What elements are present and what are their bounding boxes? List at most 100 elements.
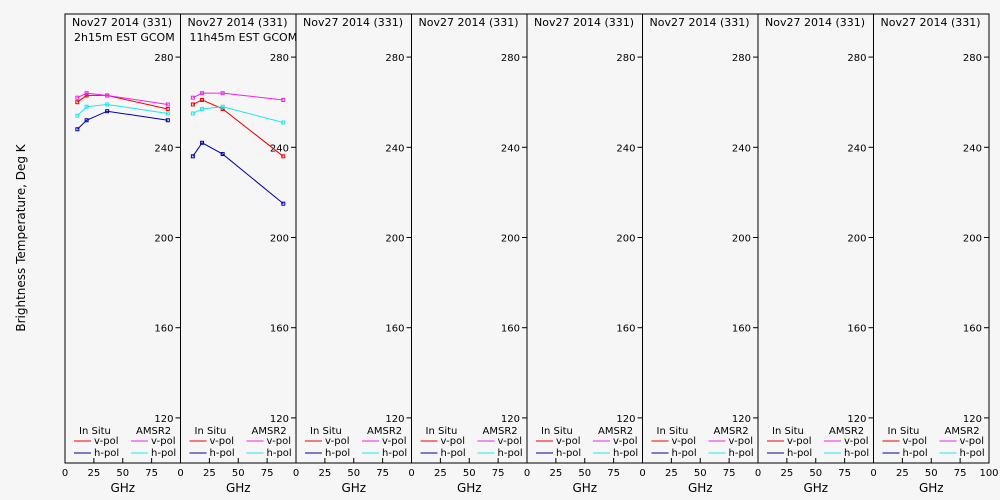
y-tick-label: 160 bbox=[154, 324, 173, 335]
y-tick-label: 200 bbox=[963, 234, 982, 245]
y-tick-label: 120 bbox=[385, 414, 404, 425]
y-tick-label: 160 bbox=[385, 324, 404, 335]
panel-3: Nov27 2014 (331) 120 160 200 240 280 0 25 50 75 GH… bbox=[293, 13, 412, 495]
legend-label-amsr2_v: v-pol bbox=[613, 436, 638, 447]
legend-label-insitu_h: h-pol bbox=[210, 448, 235, 459]
y-tick-label: 200 bbox=[385, 234, 404, 245]
y-tick-label: 240 bbox=[501, 143, 520, 154]
data-point bbox=[220, 91, 225, 96]
x-tick-label: 0 bbox=[755, 468, 761, 479]
legend-insitu-title: In Situ bbox=[772, 426, 804, 437]
x-tick-label: 25 bbox=[550, 468, 563, 479]
legend-label-amsr2_v: v-pol bbox=[151, 436, 176, 447]
data-point bbox=[75, 113, 80, 118]
panel-title: Nov27 2014 (331) bbox=[650, 16, 750, 29]
data-point bbox=[281, 120, 286, 125]
x-tick-label: 75 bbox=[376, 468, 389, 479]
y-tick-label: 200 bbox=[732, 234, 751, 245]
x-tick-label: 75 bbox=[145, 468, 158, 479]
series-line-insitu_h bbox=[192, 142, 284, 205]
y-tick-label: 120 bbox=[154, 414, 173, 425]
panel-subtitle: 2h15m EST GCOM bbox=[74, 31, 175, 44]
data-point bbox=[190, 102, 195, 107]
x-tick-label: 25 bbox=[319, 468, 332, 479]
data-point bbox=[75, 95, 80, 100]
y-tick-label: 120 bbox=[270, 414, 289, 425]
series-insitu_h bbox=[75, 109, 170, 132]
data-point bbox=[165, 111, 170, 116]
legend-label-amsr2_v: v-pol bbox=[382, 436, 407, 447]
legend-label-insitu_h: h-pol bbox=[556, 448, 581, 459]
data-point bbox=[84, 118, 89, 123]
x-tick-label: 50 bbox=[347, 468, 360, 479]
y-tick-label: 280 bbox=[732, 53, 751, 64]
x-tick-label: 75 bbox=[723, 468, 736, 479]
y-tick-label: 280 bbox=[616, 53, 635, 64]
series-amsr2_v bbox=[75, 91, 170, 107]
data-point bbox=[84, 104, 89, 109]
data-point bbox=[200, 140, 205, 145]
data-point bbox=[281, 97, 286, 102]
panel-title: Nov27 2014 (331) bbox=[881, 16, 981, 29]
x-axis-label: GHz bbox=[457, 481, 482, 495]
series-amsr2_h bbox=[190, 104, 286, 125]
y-tick-label: 120 bbox=[616, 414, 635, 425]
x-tick-label: 75 bbox=[954, 468, 967, 479]
x-axis-label: GHz bbox=[110, 481, 135, 495]
y-tick-label: 240 bbox=[385, 143, 404, 154]
legend-label-amsr2_h: h-pol bbox=[613, 448, 638, 459]
data-point bbox=[220, 104, 225, 109]
y-tick-label: 240 bbox=[847, 143, 866, 154]
legend-insitu-title: In Situ bbox=[195, 426, 227, 437]
series-insitu_h bbox=[190, 140, 286, 206]
y-tick-label: 120 bbox=[732, 414, 751, 425]
data-point bbox=[165, 118, 170, 123]
y-tick-label: 240 bbox=[616, 143, 635, 154]
y-tick-label: 200 bbox=[616, 234, 635, 245]
data-point bbox=[281, 154, 286, 159]
legend-amsr2-title: AMSR2 bbox=[714, 426, 749, 437]
legend-label-insitu_h: h-pol bbox=[94, 448, 119, 459]
panel-5: Nov27 2014 (331) 120 160 200 240 280 0 25 50 75 GH… bbox=[524, 13, 643, 495]
legend-amsr2-title: AMSR2 bbox=[483, 426, 518, 437]
x-tick-label: 50 bbox=[463, 468, 476, 479]
legend-insitu-title: In Situ bbox=[888, 426, 920, 437]
panel-title: Nov27 2014 (331) bbox=[188, 16, 288, 29]
y-axis-label: Brightness Temperature, Deg K bbox=[14, 143, 28, 331]
legend-label-amsr2_v: v-pol bbox=[267, 436, 292, 447]
x-tick-label: 100 bbox=[979, 468, 998, 479]
series-line-amsr2_v bbox=[77, 92, 168, 105]
x-tick-label: 25 bbox=[434, 468, 447, 479]
legend-label-amsr2_h: h-pol bbox=[151, 448, 176, 459]
legend-label-insitu_v: v-pol bbox=[210, 436, 235, 447]
legend-amsr2-title: AMSR2 bbox=[367, 426, 402, 437]
legend-label-insitu_v: v-pol bbox=[441, 436, 466, 447]
data-point bbox=[105, 109, 110, 114]
series-amsr2_v bbox=[190, 91, 286, 102]
data-point bbox=[200, 91, 205, 96]
legend-label-insitu_v: v-pol bbox=[787, 436, 812, 447]
panel-title: Nov27 2014 (331) bbox=[534, 16, 634, 29]
data-point bbox=[220, 106, 225, 111]
legend-amsr2-title: AMSR2 bbox=[252, 426, 287, 437]
y-tick-label: 280 bbox=[385, 53, 404, 64]
x-tick-label: 0 bbox=[639, 468, 645, 479]
legend-label-insitu_v: v-pol bbox=[672, 436, 697, 447]
y-tick-label: 160 bbox=[270, 324, 289, 335]
y-tick-label: 160 bbox=[847, 324, 866, 335]
x-tick-label: 50 bbox=[809, 468, 822, 479]
panel-1: Nov27 2014 (331) 2h15m EST GCOM 120 160 200 2… bbox=[62, 13, 181, 495]
x-tick-label: 0 bbox=[177, 468, 183, 479]
y-tick-label: 160 bbox=[732, 324, 751, 335]
data-point bbox=[165, 102, 170, 107]
panel-4: Nov27 2014 (331) 120 160 200 240 280 0 25 50 75 GH… bbox=[408, 13, 528, 495]
legend-insitu-title: In Situ bbox=[541, 426, 573, 437]
data-point bbox=[75, 127, 80, 132]
